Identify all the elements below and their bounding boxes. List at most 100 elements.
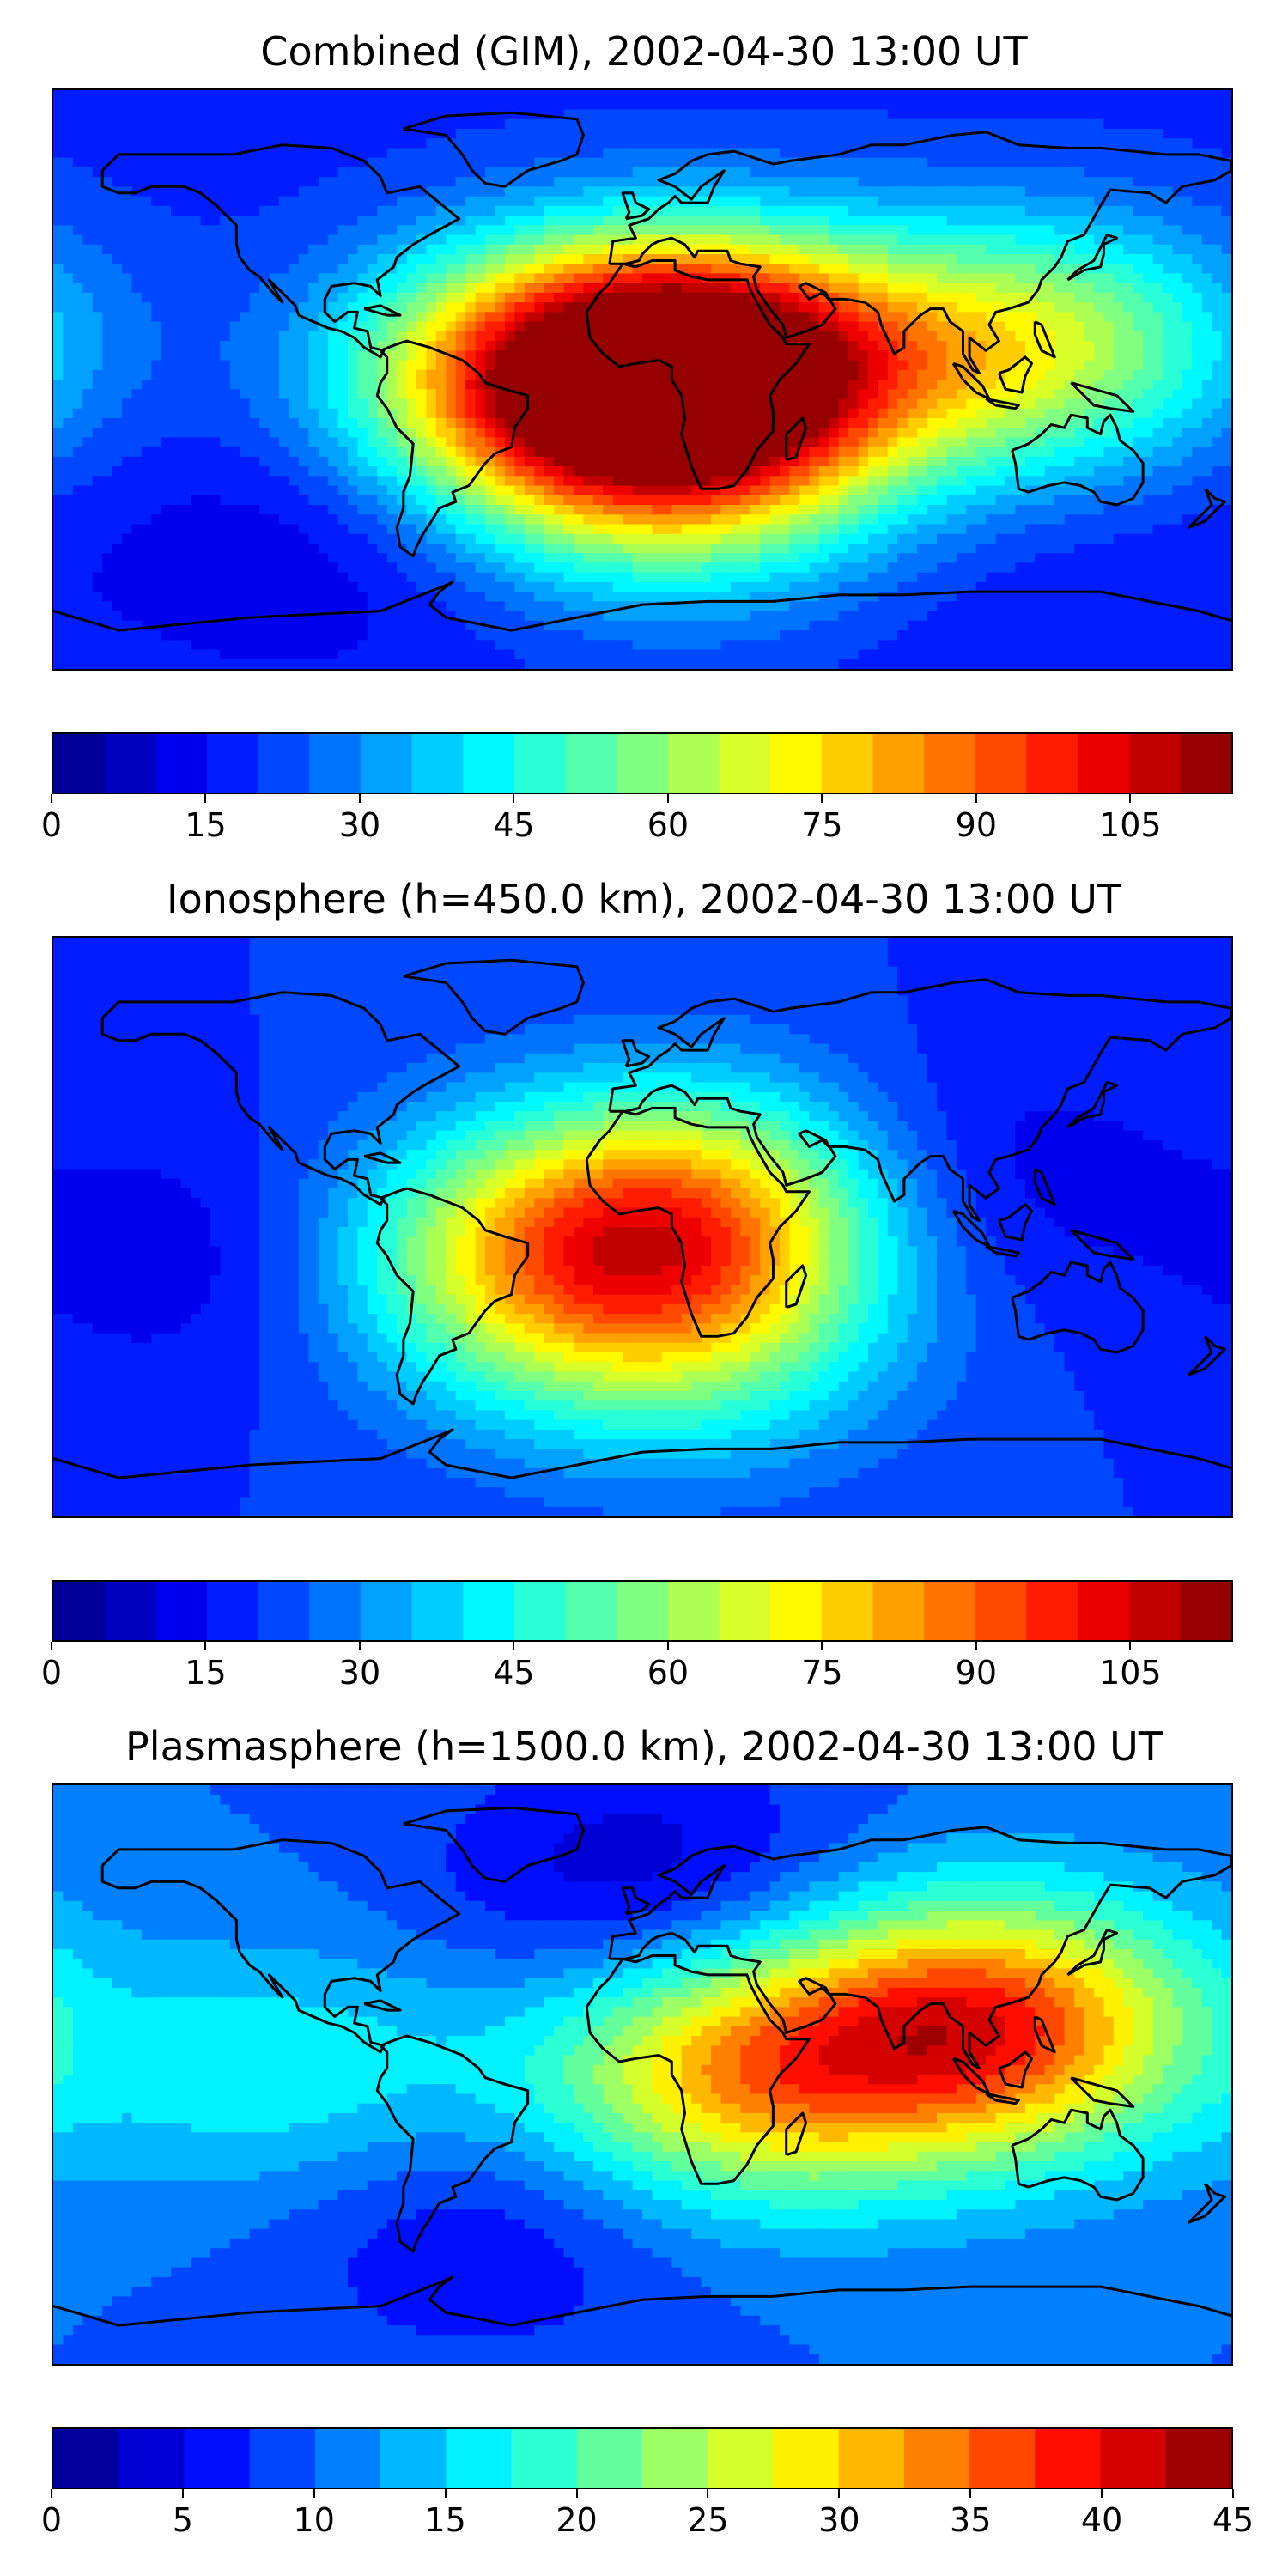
heatmap-cell [917, 369, 928, 380]
heatmap-cell [603, 428, 614, 438]
heatmap-cell [269, 312, 280, 323]
heatmap-cell [1044, 138, 1055, 149]
heatmap-cell [495, 128, 506, 139]
heatmap-cell [632, 253, 643, 264]
heatmap-cell [887, 244, 898, 255]
heatmap-cell [652, 456, 663, 467]
heatmap-cell [701, 128, 712, 139]
heatmap-cell [769, 225, 781, 236]
heatmap-cell [1084, 216, 1095, 226]
heatmap-cell [446, 100, 457, 111]
heatmap-cell [318, 234, 329, 246]
heatmap-cell [308, 466, 319, 477]
heatmap-cell [818, 350, 829, 361]
heatmap-cell [416, 447, 428, 458]
heatmap-cell [927, 408, 938, 419]
heatmap-cell [661, 485, 672, 496]
heatmap-cell [1035, 312, 1046, 323]
heatmap-cell [858, 417, 869, 428]
heatmap-cell [337, 321, 349, 332]
heatmap-cell [809, 148, 820, 159]
heatmap-cell [937, 302, 948, 313]
heatmap-cell [1201, 380, 1212, 390]
heatmap-cell [524, 167, 535, 178]
heatmap-cell [298, 186, 309, 197]
heatmap-cell [406, 128, 417, 139]
heatmap-cell [760, 225, 771, 236]
heatmap-cell [966, 437, 977, 448]
heatmap-cell [1035, 408, 1046, 419]
heatmap-cell [563, 205, 574, 216]
heatmap-cell [701, 389, 712, 400]
heatmap-cell [1005, 264, 1017, 275]
heatmap-cell [151, 167, 162, 178]
heatmap-cell [1192, 216, 1203, 226]
heatmap-cell [1172, 417, 1183, 428]
heatmap-cell [1192, 369, 1203, 380]
heatmap-cell [141, 128, 152, 139]
heatmap-cell [161, 90, 172, 100]
heatmap-cell [975, 216, 987, 226]
heatmap-cell [1024, 167, 1036, 178]
heatmap-cell [475, 225, 486, 236]
heatmap-cell [446, 437, 457, 448]
heatmap-cell [1162, 476, 1173, 487]
heatmap-cell [917, 417, 928, 428]
heatmap-cell [416, 292, 428, 303]
heatmap-cell [592, 167, 604, 178]
heatmap-cell [1143, 447, 1154, 458]
heatmap-cell [1103, 167, 1115, 178]
heatmap-cell [799, 109, 810, 120]
heatmap-cell [975, 273, 987, 284]
heatmap-cell [534, 389, 545, 400]
heatmap-cell [1123, 100, 1134, 111]
heatmap-cell [1152, 408, 1163, 419]
heatmap-cell [937, 321, 948, 332]
heatmap-cell [750, 205, 761, 216]
heatmap-cell [455, 196, 466, 207]
heatmap-cell [475, 428, 486, 438]
heatmap-cell [671, 109, 683, 120]
heatmap-cell [750, 437, 761, 448]
heatmap-cell [544, 196, 555, 207]
heatmap-cell [1035, 437, 1046, 448]
heatmap-cell [229, 205, 240, 216]
heatmap-cell [986, 100, 997, 111]
heatmap-cell [848, 264, 860, 275]
heatmap-cell [1133, 331, 1144, 342]
heatmap-cell [1103, 341, 1115, 351]
heatmap-cell [603, 360, 614, 371]
heatmap-cell [249, 273, 260, 284]
heatmap-cell [289, 196, 300, 207]
heatmap-cell [485, 205, 496, 216]
heatmap-cell [180, 331, 191, 342]
heatmap-cell [514, 437, 526, 448]
heatmap-cell [583, 90, 594, 100]
heatmap-cell [446, 225, 457, 236]
heatmap-cell [82, 273, 94, 284]
heatmap-cell [131, 177, 143, 187]
heatmap-cell [603, 264, 614, 275]
heatmap-cell [1162, 283, 1173, 294]
heatmap-cell [887, 302, 898, 313]
heatmap-cell [829, 253, 840, 264]
heatmap-cell [720, 264, 732, 275]
heatmap-cell [278, 100, 289, 111]
heatmap-cell [1054, 118, 1066, 130]
heatmap-cell [612, 485, 623, 496]
heatmap-cell [671, 428, 683, 438]
heatmap-cell [269, 428, 280, 438]
heatmap-cell [200, 196, 211, 207]
heatmap-cell [554, 118, 565, 130]
heatmap-cell [298, 148, 309, 159]
heatmap-cell [544, 186, 555, 197]
heatmap-cell [897, 148, 908, 159]
heatmap-cell [180, 350, 191, 361]
heatmap-cell [1044, 389, 1055, 400]
heatmap-cell [200, 283, 211, 294]
heatmap-cell [82, 128, 94, 139]
heatmap-cell [730, 138, 741, 149]
heatmap-cell [446, 428, 457, 438]
heatmap-cell [82, 225, 94, 236]
heatmap-cell [750, 273, 761, 284]
